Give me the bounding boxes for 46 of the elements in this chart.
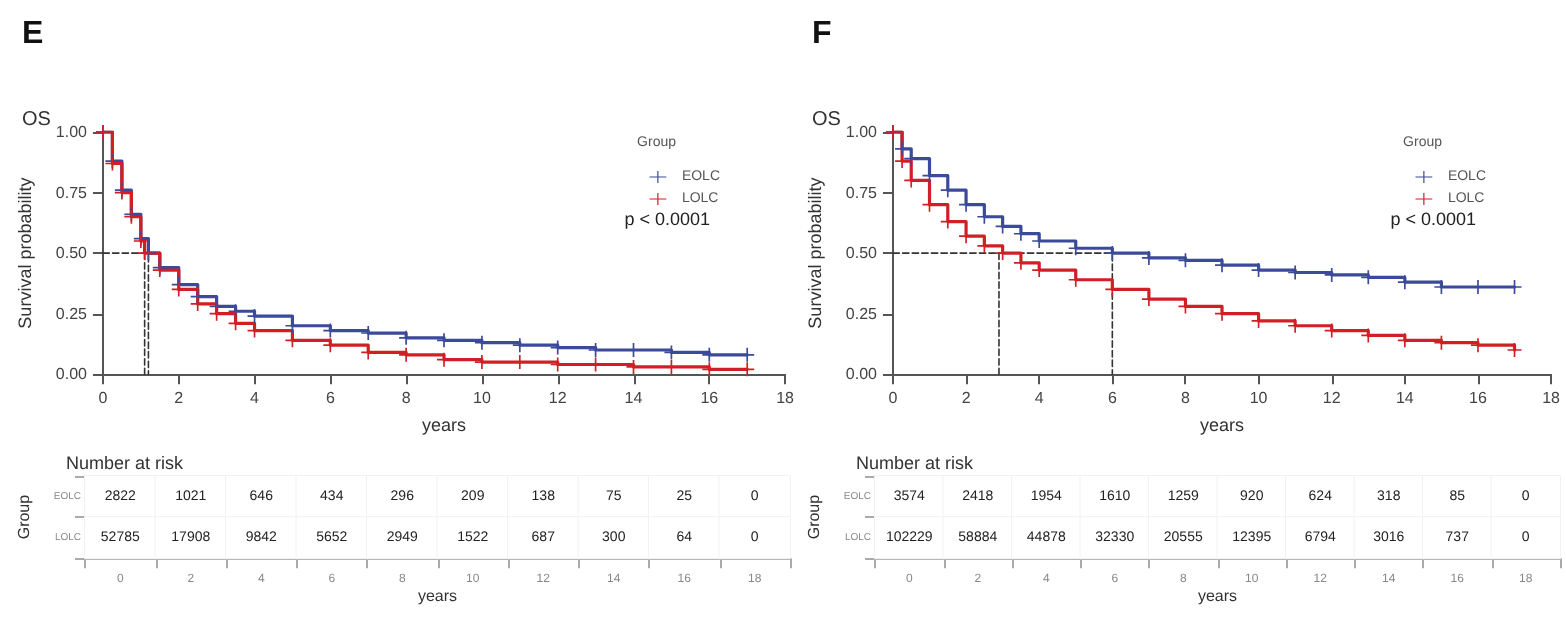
x-axis-title: years: [422, 415, 468, 435]
y-axis-title: Group: [15, 493, 33, 540]
y-tick-label: 1.00: [55, 123, 89, 141]
x-tick-label: 10: [1249, 389, 1269, 408]
annotation: p < 0.0001: [1390, 209, 1477, 229]
y-tick-label: 0.25: [55, 304, 89, 323]
x-tick-label: 6: [325, 389, 336, 408]
chart-title: F: [812, 17, 832, 51]
x-axis-title: years: [1200, 415, 1246, 435]
y-tick-label: 0.75: [55, 183, 89, 202]
x-axis-title: years: [1197, 587, 1238, 605]
chart-title: Number at risk: [856, 453, 975, 473]
y-axis-title: Group: [805, 493, 823, 540]
x-tick-label: 16: [1469, 389, 1488, 408]
y-tick-label: 1.00: [845, 123, 879, 141]
x-tick-label: 8: [401, 389, 412, 408]
x-tick-label: 4: [250, 389, 261, 408]
x-tick-label: 14: [624, 389, 644, 408]
y-axis-title: Survival probability: [805, 176, 825, 329]
chart-subtitle: OS: [812, 109, 842, 131]
chart-subtitle: OS: [22, 109, 52, 131]
y-axis-title: Survival probability: [15, 176, 35, 329]
x-tick-label: 18: [776, 389, 796, 408]
y-tick-label: 0.50: [845, 244, 879, 263]
x-tick-label: 2: [174, 389, 185, 408]
x-tick-label: 0: [888, 389, 899, 408]
annotation: p < 0.0001: [624, 209, 711, 229]
x-tick-label: 12: [1322, 389, 1342, 408]
x-tick-label: 0: [98, 389, 109, 408]
x-tick-label: 10: [473, 389, 492, 408]
chart-title: Number at risk: [66, 453, 185, 473]
x-tick-label: 12: [548, 389, 568, 408]
x-tick-label: 2: [961, 389, 972, 408]
x-axis-title: years: [417, 587, 458, 605]
y-tick-label: 0.00: [845, 365, 879, 384]
x-tick-label: 14: [1395, 389, 1415, 408]
x-tick-label: 16: [700, 389, 720, 408]
y-tick-label: 0.00: [55, 365, 89, 384]
chart-title: E: [22, 17, 44, 51]
x-tick-label: 18: [1542, 389, 1562, 408]
x-tick-label: 8: [1181, 389, 1191, 408]
y-tick-label: 0.50: [55, 244, 89, 263]
x-tick-label: 4: [1034, 389, 1045, 408]
y-tick-label: 0.75: [845, 183, 879, 202]
y-tick-label: 0.25: [845, 304, 879, 323]
x-tick-label: 6: [1107, 389, 1118, 408]
